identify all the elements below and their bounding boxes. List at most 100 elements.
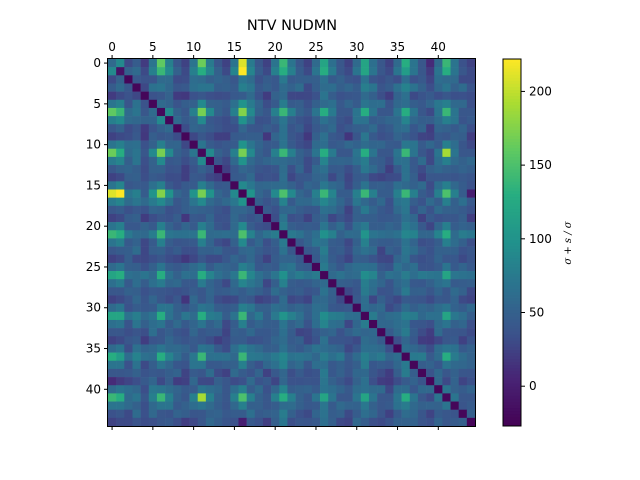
heatmap-cell (165, 197, 174, 207)
heatmap-cell (181, 181, 190, 190)
heatmap-cell (442, 165, 451, 174)
heatmap-cell (434, 107, 443, 117)
heatmap-cell (336, 165, 345, 174)
heatmap-cell (238, 409, 247, 419)
heatmap-cell (262, 83, 272, 92)
heatmap-cell (303, 377, 313, 386)
heatmap-cell (124, 116, 133, 125)
heatmap-cell (271, 385, 280, 394)
heatmap-cell (360, 303, 370, 313)
heatmap-cell (442, 181, 451, 190)
heatmap-cell (426, 59, 435, 68)
heatmap-cell (393, 319, 402, 329)
heatmap-cell (279, 140, 288, 150)
heatmap-cell (385, 205, 394, 215)
x-tick-label: 40 (431, 40, 446, 54)
heatmap-cell (328, 344, 337, 353)
heatmap-cell (303, 230, 313, 239)
heatmap-cell (426, 140, 435, 150)
heatmap-cell (303, 360, 313, 370)
heatmap-cell (344, 156, 353, 166)
heatmap-cell (108, 287, 117, 296)
heatmap-cell (173, 124, 182, 133)
heatmap-cell (458, 360, 468, 370)
heatmap-cell (393, 303, 402, 313)
heatmap-cell (189, 124, 199, 133)
heatmap-cell (124, 377, 133, 386)
heatmap-cell (417, 328, 427, 337)
heatmap-cell (434, 336, 443, 345)
heatmap-cell (165, 99, 174, 109)
heatmap-cell (230, 385, 239, 394)
heatmap-cell (156, 246, 166, 256)
heatmap-cell (295, 254, 305, 264)
heatmap-cell (132, 417, 141, 427)
heatmap-cell (148, 385, 158, 394)
heatmap-cell (287, 124, 296, 133)
heatmap-cell (108, 181, 117, 190)
heatmap-cell (336, 116, 345, 125)
heatmap-cell (393, 205, 402, 215)
heatmap-cell (108, 230, 117, 239)
heatmap-cell (222, 213, 231, 223)
heatmap-cell (214, 140, 223, 150)
heatmap-cell (311, 189, 321, 198)
heatmap-cell (189, 377, 199, 386)
heatmap-cell (368, 287, 378, 296)
heatmap-cell (124, 287, 133, 296)
heatmap-cell (173, 271, 182, 280)
heatmap-cell (262, 197, 272, 207)
heatmap-cell (254, 140, 264, 150)
heatmap-cell (466, 222, 476, 231)
heatmap-cell (442, 368, 451, 378)
heatmap-cell (287, 132, 296, 141)
heatmap-cell (466, 99, 476, 109)
heatmap-cell (466, 377, 476, 386)
heatmap-cell (426, 385, 435, 394)
heatmap-cell (377, 99, 386, 109)
heatmap-cell (426, 205, 435, 215)
heatmap-cell (222, 230, 231, 239)
heatmap-cell (352, 360, 362, 370)
heatmap-cell (124, 409, 133, 419)
heatmap-cell (189, 132, 199, 141)
heatmap-cell (246, 99, 256, 109)
heatmap-cell (458, 181, 468, 190)
heatmap-cell (409, 377, 419, 386)
heatmap-cell (368, 213, 378, 223)
heatmap-cell (401, 222, 411, 231)
heatmap-cell (124, 417, 133, 427)
heatmap-cell (279, 246, 288, 256)
heatmap-cell (116, 417, 125, 427)
heatmap-cell (320, 303, 329, 313)
colorbar-segment (503, 71, 521, 75)
heatmap-cell (254, 156, 264, 166)
heatmap-cell (189, 385, 199, 394)
heatmap-cell (148, 140, 158, 150)
colorbar-segment (503, 297, 521, 302)
heatmap-cell (377, 132, 386, 141)
heatmap-cell (108, 59, 117, 68)
heatmap-cell (385, 393, 394, 402)
colorbar-segment (503, 141, 521, 146)
heatmap-cell (108, 124, 117, 133)
heatmap-cell (385, 173, 394, 182)
heatmap-cell (368, 352, 378, 362)
heatmap-cell (279, 417, 288, 427)
heatmap-cell (156, 181, 166, 190)
heatmap-cell (271, 319, 280, 329)
heatmap-cell (311, 140, 321, 150)
heatmap-cell (426, 197, 435, 207)
heatmap-cell (352, 287, 362, 296)
heatmap-cell (377, 360, 386, 370)
heatmap-cell (368, 75, 378, 84)
colorbar-tick-label: 200 (529, 84, 552, 98)
heatmap-cell (303, 311, 313, 321)
heatmap-cell (352, 197, 362, 207)
heatmap-cell (254, 271, 264, 280)
heatmap-cell (132, 287, 141, 296)
colorbar-segment (503, 410, 521, 415)
colorbar-segment (503, 202, 521, 207)
heatmap-cell (377, 230, 386, 239)
